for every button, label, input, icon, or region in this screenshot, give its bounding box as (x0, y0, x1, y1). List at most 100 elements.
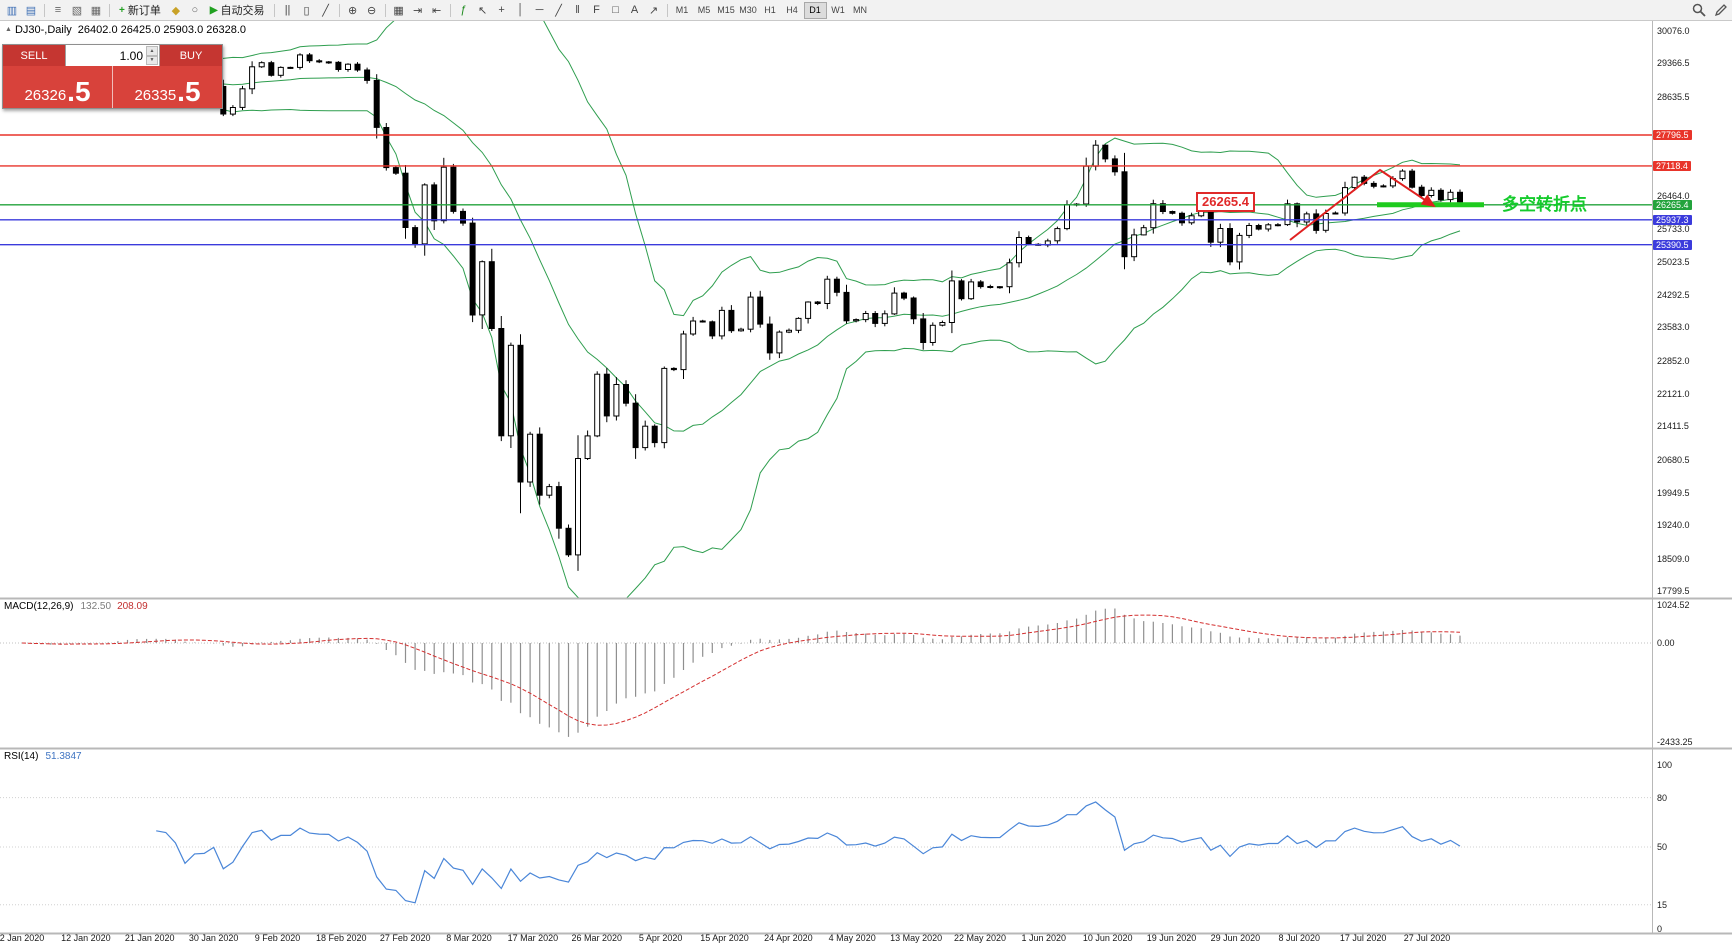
chart-symbol-period: DJ30-,Daily (14, 24, 72, 36)
date-label: 26 Mar 2020 (571, 933, 623, 943)
rsi-axis-label: 0 (1657, 924, 1663, 935)
timeframe-m15-button[interactable]: M15 (717, 5, 735, 15)
date-label: 21 Jan 2020 (124, 933, 175, 943)
fibonacci-icon[interactable]: F (593, 4, 600, 16)
macd-signal-value: 208.09 (117, 601, 148, 612)
one-click-trading-panel: SELL ▲ ▼ BUY 26326 .5 26335 .5 (2, 44, 223, 109)
shapes-icon[interactable]: □ (612, 4, 619, 16)
date-label: 12 Jan 2020 (61, 933, 111, 943)
sell-button[interactable]: SELL (3, 45, 65, 66)
navigator-icon[interactable]: ▧ (71, 4, 83, 17)
tile-windows-icon[interactable]: ▦ (393, 4, 404, 17)
rsi-axis-label: 50 (1657, 842, 1668, 852)
line-chart-icon[interactable]: ╱ (322, 4, 329, 17)
line-price-label: 27796.5 (1653, 130, 1692, 140)
price-tick-label: 21411.5 (1657, 421, 1689, 432)
macd-axis-label: -2433.25 (1657, 736, 1693, 747)
terminal-icon[interactable]: ▦ (90, 4, 102, 17)
search-icon[interactable] (1691, 2, 1707, 18)
indicators-icon[interactable]: ƒ (460, 4, 467, 16)
date-label: 24 Apr 2020 (764, 933, 813, 943)
price-tick-label: 18509.0 (1657, 553, 1690, 564)
rsi-axis-label: 80 (1657, 792, 1668, 803)
crosshair-icon[interactable]: + (498, 4, 505, 16)
date-label: 27 Jul 2020 (1403, 933, 1451, 943)
horizontal-line-icon[interactable]: ─ (535, 4, 544, 16)
auto-scroll-icon[interactable]: ⇥ (412, 4, 423, 17)
new-chart-icon[interactable]: ▥ (6, 4, 18, 17)
buy-price-frac: .5 (177, 76, 201, 108)
rsi-name: RSI(14) (4, 751, 39, 762)
timeframe-m5-button[interactable]: M5 (697, 5, 711, 15)
toolbar-right (1691, 2, 1729, 18)
date-label: 22 May 2020 (953, 933, 1007, 943)
edit-icon[interactable] (1713, 2, 1729, 18)
timeframe-h4-button[interactable]: H4 (786, 5, 798, 15)
chart-marker-icon: ▲ (5, 26, 12, 33)
bollinger-bands (204, 20, 1461, 598)
bollinger-middle-line (204, 76, 1461, 432)
date-label: 8 Mar 2020 (446, 933, 492, 943)
timeframe-m30-button[interactable]: M30 (739, 5, 757, 15)
price-tick-label: 28635.5 (1657, 91, 1690, 102)
profiles-icon[interactable]: ▤ (25, 4, 37, 17)
turning-point-note[interactable]: 多空转折点 (1502, 195, 1587, 214)
trade-panel-prices: 26326 .5 26335 .5 (3, 66, 222, 108)
arrows-icon[interactable]: ↗ (648, 4, 659, 17)
price-tick-label: 19949.5 (1657, 487, 1690, 498)
channel-icon[interactable]: ‖ (575, 4, 580, 16)
candlestick-chart-icon[interactable]: ▯ (303, 4, 310, 17)
line-price-label: 25937.3 (1653, 214, 1692, 225)
autotrading-button[interactable]: ▶ 自动交易 (205, 2, 270, 18)
new-order-button[interactable]: + 新订单 (114, 2, 166, 18)
buy-button[interactable]: BUY (160, 45, 222, 66)
zoom-out-icon[interactable]: ⊖ (366, 4, 377, 17)
date-label: 29 Jun 2020 (1210, 933, 1261, 943)
timeframe-mn-button[interactable]: MN (853, 5, 868, 15)
volume-field: ▲ ▼ (65, 45, 160, 66)
bollinger-upper-line (204, 20, 1461, 317)
chart-ohlc: 26402.0 26425.0 25903.0 26328.0 (77, 24, 247, 36)
trade-panel-controls: SELL ▲ ▼ BUY (3, 45, 222, 66)
volume-input[interactable] (66, 45, 159, 66)
text-icon[interactable]: A (630, 4, 639, 16)
trend-arrow-drawing[interactable] (1289, 168, 1436, 241)
price-annotation[interactable]: 26265.4 (1196, 192, 1255, 212)
price-tick-label: 17799.5 (1657, 586, 1690, 596)
date-label: 30 Jan 2020 (188, 933, 239, 943)
timeframe-h1-button[interactable]: H1 (764, 5, 776, 15)
price-tick-label: 26464.0 (1657, 190, 1690, 201)
line-price-label: 27118.4 (1653, 160, 1691, 171)
date-label: 4 May 2020 (828, 933, 876, 943)
timeframe-m1-button[interactable]: M1 (675, 5, 689, 15)
vertical-line-icon[interactable]: │ (517, 4, 524, 16)
date-label: 1 Jun 2020 (1021, 933, 1067, 943)
price-tick-label: 24292.5 (1657, 289, 1690, 300)
macd-main-value: 132.50 (80, 601, 112, 612)
zoom-in-icon[interactable]: ⊕ (347, 4, 358, 17)
timeframe-d1-button[interactable]: D1 (803, 1, 827, 19)
date-label: 10 Jun 2020 (1082, 933, 1133, 943)
volume-up-button[interactable]: ▲ (146, 46, 158, 56)
buy-price[interactable]: 26335 .5 (113, 66, 222, 108)
sell-price-main: 26326 (24, 86, 67, 104)
volume-spinner: ▲ ▼ (146, 46, 158, 65)
sell-price[interactable]: 26326 .5 (3, 66, 113, 108)
trendline-icon[interactable]: ╱ (555, 4, 562, 17)
macd-axis-label: 1024.52 (1657, 600, 1690, 610)
metaeditor-icon[interactable]: ◆ (171, 4, 181, 17)
date-label: 27 Feb 2020 (379, 933, 431, 943)
market-watch-icon[interactable]: ≡ (54, 4, 62, 16)
toolbar-separator (273, 3, 275, 17)
date-label: 17 Mar 2020 (507, 933, 559, 943)
cursor-icon[interactable]: ↖ (477, 4, 488, 17)
chart-shift-icon[interactable]: ⇤ (431, 4, 442, 17)
volume-down-button[interactable]: ▼ (146, 55, 158, 65)
toolbar-separator (666, 3, 668, 17)
macd-indicator-label: MACD(12,26,9) 132.50 208.09 (4, 601, 148, 612)
macd-name: MACD(12,26,9) (4, 601, 74, 612)
history-center-icon[interactable]: ○ (191, 4, 199, 16)
timeframe-w1-button[interactable]: W1 (831, 5, 845, 15)
bar-chart-icon[interactable]: || (284, 4, 291, 16)
